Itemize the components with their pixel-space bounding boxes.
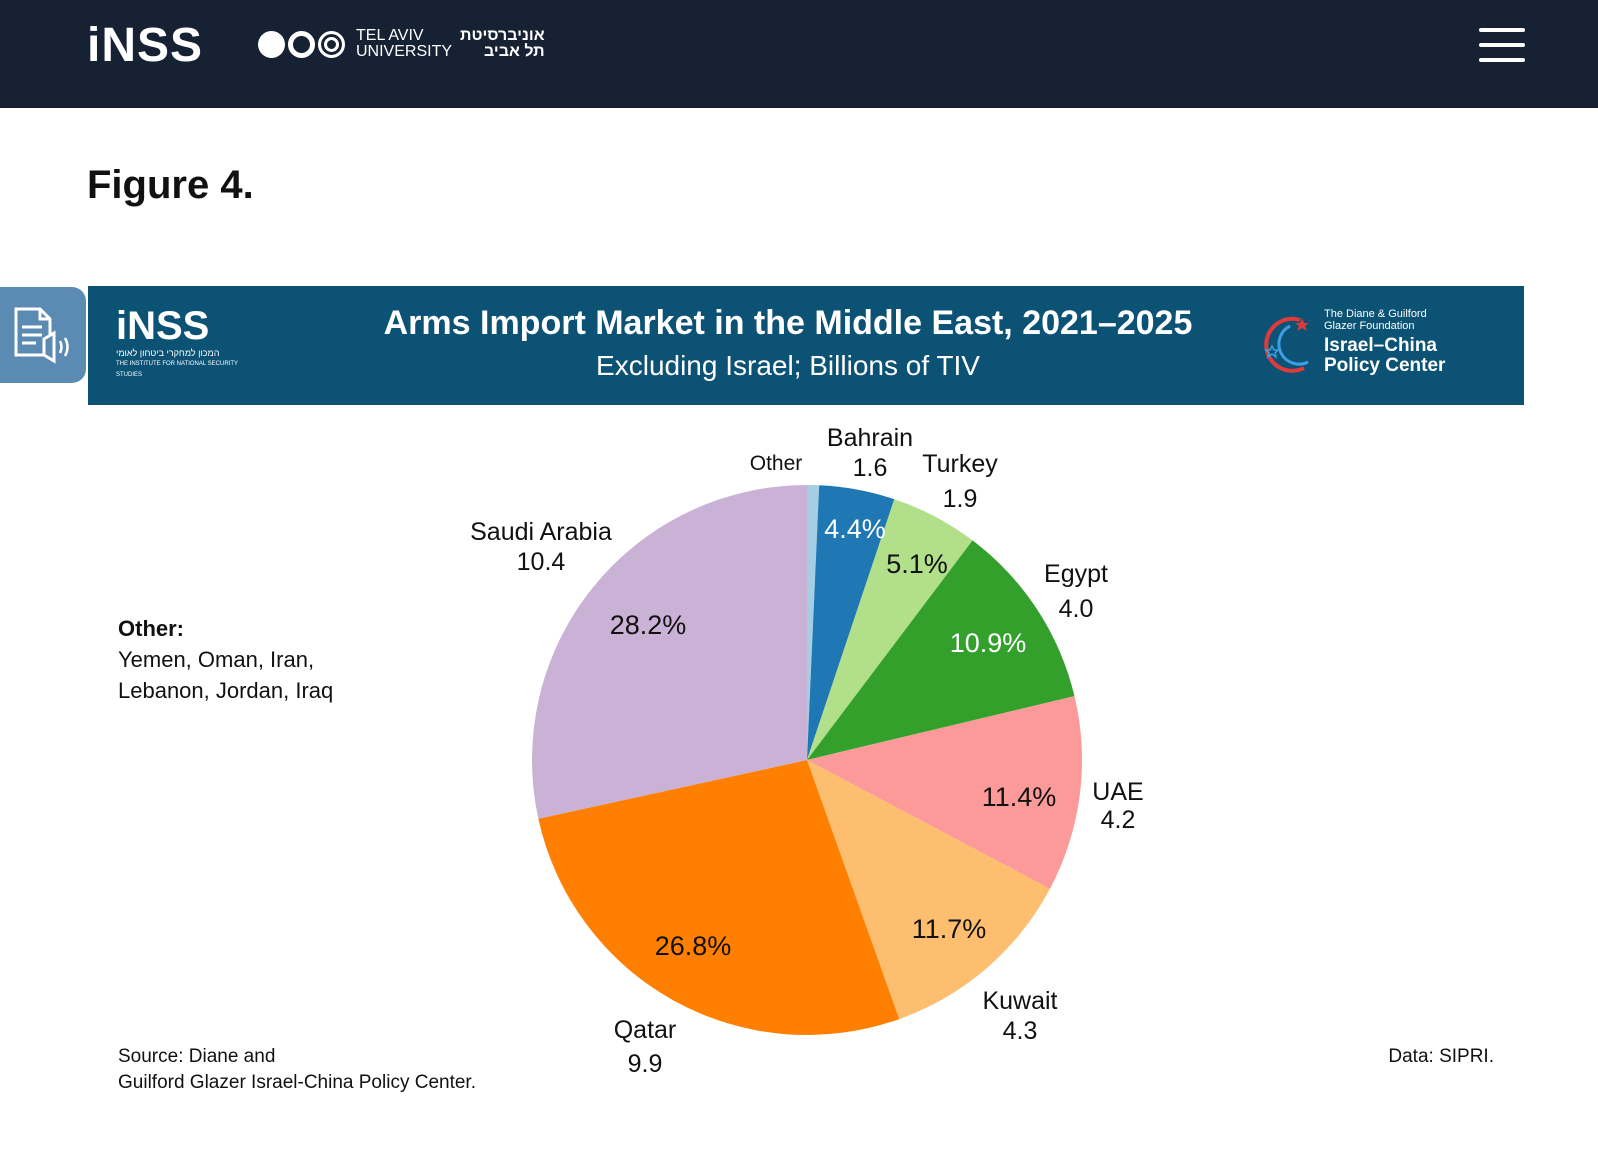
tau-rings-icon bbox=[318, 30, 345, 58]
banner-inss-subtitle: המכון למחקרי ביטחון לאומי THE INSTITUTE … bbox=[116, 348, 246, 381]
chart-title: Arms Import Market in the Middle East, 2… bbox=[383, 304, 1193, 342]
pct-label-bahrain: 4.4% bbox=[824, 514, 886, 544]
source-line2: Guilford Glazer Israel-China Policy Cent… bbox=[118, 1072, 476, 1093]
category-label-kuwait: Kuwait bbox=[982, 987, 1057, 1015]
value-label-uae: 4.2 bbox=[1101, 806, 1136, 834]
figure-title: Figure 4. bbox=[87, 163, 254, 207]
hamburger-menu-button[interactable] bbox=[1479, 28, 1525, 64]
category-label-other: Other bbox=[750, 452, 803, 475]
pie-slice-egypt bbox=[807, 540, 1075, 760]
chart-banner: iNSS המכון למחקרי ביטחון לאומי THE INSTI… bbox=[88, 286, 1524, 405]
tel-aviv-university-logo[interactable]: TEL AVIV UNIVERSITY אוניברסיטת תל אביב bbox=[258, 28, 545, 60]
menu-bar-icon bbox=[1479, 43, 1525, 47]
data-source-note: Data: SIPRI. bbox=[1388, 1046, 1494, 1067]
pie-slice-saudi-arabia bbox=[531, 485, 807, 819]
pie-slice-turkey bbox=[807, 499, 973, 760]
other-note-header: Other: bbox=[118, 616, 184, 641]
chart-subtitle: Excluding Israel; Billions of TIV bbox=[596, 350, 980, 381]
banner-inss-subtitle-he: המכון למחקרי ביטחון לאומי bbox=[116, 348, 220, 358]
source-note: Source: Diane and Guilford Glazer Israel… bbox=[118, 1044, 476, 1096]
menu-bar-icon bbox=[1479, 58, 1525, 62]
category-label-uae: UAE bbox=[1092, 778, 1143, 806]
tau-circle-icon bbox=[288, 30, 315, 58]
policy-center-emblem-icon bbox=[1264, 316, 1309, 373]
inss-logo[interactable]: iNSS bbox=[87, 19, 204, 72]
category-label-qatar: Qatar bbox=[614, 1016, 677, 1044]
partner-name-line2: Policy Center bbox=[1324, 355, 1446, 376]
pct-label-turkey: 5.1% bbox=[886, 549, 948, 579]
pct-label-saudi-arabia: 28.2% bbox=[610, 610, 687, 640]
value-label-saudi-arabia: 10.4 bbox=[517, 548, 566, 576]
tau-name-he-line1: אוניברסיטת bbox=[460, 27, 545, 44]
other-note-line2: Lebanon, Jordan, Iraq bbox=[118, 678, 334, 703]
value-label-qatar: 9.9 bbox=[628, 1050, 663, 1078]
tau-name-en-line1: TEL AVIV bbox=[356, 27, 424, 44]
pie-slice-kuwait bbox=[807, 760, 1050, 1020]
value-label-turkey: 1.9 bbox=[943, 485, 978, 513]
partner-name-line1: Israel–China bbox=[1324, 335, 1437, 356]
pie-slice-uae bbox=[807, 696, 1082, 889]
pie-slice-other bbox=[807, 485, 820, 760]
category-label-bahrain: Bahrain bbox=[827, 424, 913, 452]
pct-label-kuwait: 11.7% bbox=[912, 914, 987, 944]
category-label-egypt: Egypt bbox=[1044, 560, 1108, 588]
banner-inss-logo: iNSS bbox=[116, 304, 210, 348]
source-line1: Source: Diane and bbox=[118, 1046, 276, 1067]
other-note-line1: Yemen, Oman, Iran, bbox=[118, 647, 315, 672]
partner-foundation-line2: Glazer Foundation bbox=[1324, 320, 1415, 332]
tau-name-en-line2: UNIVERSITY bbox=[356, 43, 453, 60]
israel-china-policy-center-logo: The Diane & Guilford Glazer Foundation I… bbox=[1260, 308, 1510, 388]
value-label-kuwait: 4.3 bbox=[1003, 1017, 1038, 1045]
pct-label-uae: 11.4% bbox=[982, 782, 1057, 812]
other-countries-note: Other: Yemen, Oman, Iran, Lebanon, Jorda… bbox=[118, 613, 333, 706]
banner-inss-subtitle-en: THE INSTITUTE FOR NATIONAL SECURITY STUD… bbox=[116, 361, 238, 378]
pie-slice-qatar bbox=[538, 760, 900, 1035]
document-speaker-icon bbox=[14, 307, 69, 364]
pct-label-qatar: 26.8% bbox=[655, 931, 732, 961]
value-label-egypt: 4.0 bbox=[1059, 595, 1094, 623]
pct-label-egypt: 10.9% bbox=[950, 628, 1027, 658]
top-navbar: iNSS TEL AVIV UNIVERSITY אוניברסיטת תל א… bbox=[0, 0, 1598, 108]
category-label-saudi-arabia: Saudi Arabia bbox=[470, 518, 612, 546]
tau-name-he-line2: תל אביב bbox=[483, 43, 545, 60]
value-label-bahrain: 1.6 bbox=[853, 454, 888, 482]
menu-bar-icon bbox=[1479, 28, 1525, 32]
tau-emblem-icon bbox=[258, 30, 285, 58]
category-label-turkey: Turkey bbox=[922, 450, 998, 478]
read-aloud-button[interactable] bbox=[0, 287, 86, 383]
pie-slice-bahrain bbox=[807, 485, 895, 760]
partner-foundation-line1: The Diane & Guilford bbox=[1324, 308, 1427, 320]
